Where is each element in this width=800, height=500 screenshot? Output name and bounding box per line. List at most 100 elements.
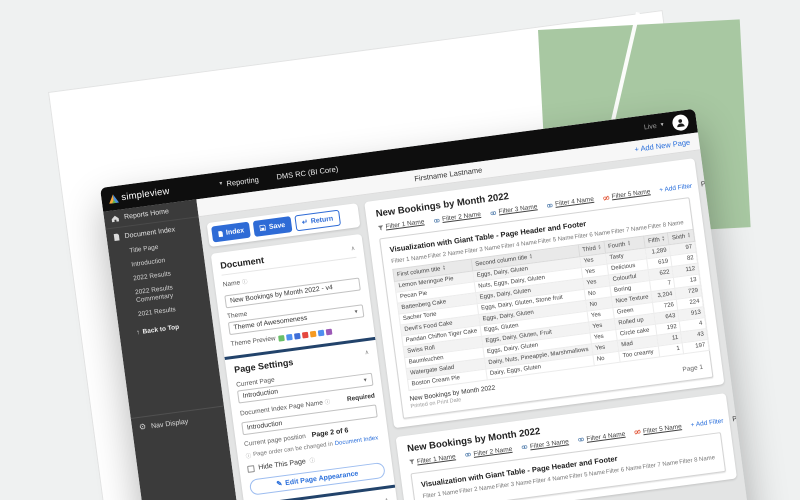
top-nav-bar: simpleview ▼ Reporting DMS RC (BI Core) … <box>100 108 698 212</box>
info-icon: ⓘ <box>245 453 252 461</box>
position-value: Page 2 of 6 <box>311 427 349 440</box>
home-icon <box>111 215 120 223</box>
info-icon[interactable]: ⓘ <box>324 399 331 407</box>
theme-swatches <box>278 328 333 342</box>
sort-icon[interactable]: ▲ ▼ <box>528 252 534 261</box>
index-icon <box>218 230 224 237</box>
filter-link[interactable]: Filter 4 Name <box>577 431 626 444</box>
footer-page-number: Page 1 <box>682 363 704 374</box>
preview-card-part1: New Bookings by Month 2022 <box>364 158 733 428</box>
page-preview: Visualization with Giant Table - Page He… <box>379 197 714 419</box>
sort-icon[interactable]: ▲ ▼ <box>441 264 447 272</box>
return-button[interactable]: ↵ Return <box>294 209 342 232</box>
filter-links: Filter 1 Name <box>409 423 682 466</box>
theme-color-swatch <box>286 333 293 341</box>
viz-filter-label: Filter 3 Name <box>495 479 533 491</box>
theme-color-swatch <box>278 334 285 342</box>
gear-icon: ⚙ <box>138 422 147 432</box>
filter-link[interactable]: Filter 4 Name <box>546 196 594 209</box>
filter-link[interactable]: Filter 5 Name <box>602 188 651 201</box>
preview-column: New Bookings by Month 2022 <box>364 158 765 500</box>
broken-link-icon <box>634 429 641 435</box>
save-button[interactable]: Save <box>253 216 293 237</box>
theme-preview-label: Theme Preview <box>230 335 277 349</box>
sidebar-item-reports-home[interactable]: Reports Home <box>103 199 199 230</box>
editor-column: Index Save ↵ Return <box>206 203 424 500</box>
sort-icon[interactable]: ▲ ▼ <box>686 231 692 239</box>
main-area: Firstname Lastname + Add New Page Index <box>196 132 769 500</box>
person-icon <box>677 119 685 128</box>
viz-filter-label: Filter 3 Name <box>464 244 501 256</box>
editor-toolbar: Index Save ↵ Return <box>206 203 361 248</box>
viz-filter-label: Filter 5 Name <box>568 469 606 481</box>
sort-icon[interactable]: ▲ ▼ <box>597 243 602 251</box>
collapse-chevron-icon[interactable]: ∧ <box>350 245 356 252</box>
viz-filter-label: Filter 2 Name <box>427 249 465 261</box>
viz-filter-label: Filter 8 Name <box>678 454 716 466</box>
add-new-page-link[interactable]: + Add New Page <box>633 137 691 154</box>
viz-filter-label: Filter 6 Name <box>574 229 611 241</box>
filter-link[interactable]: Filter 3 Name <box>521 438 569 451</box>
user-avatar[interactable] <box>671 113 690 132</box>
chevron-down-icon: ▼ <box>218 180 224 188</box>
viz-filter-label: Filter 4 Name <box>500 239 538 251</box>
add-filter-link[interactable]: + Add Filter <box>658 182 693 195</box>
filter-link[interactable]: Filter 5 Name <box>634 423 682 436</box>
sidebar-item-nav-display[interactable]: ⚙ Nav Display <box>130 405 227 439</box>
return-arrow-icon: ↵ <box>301 218 309 227</box>
viz-filter-label: Filter 1 Name <box>422 489 459 500</box>
theme-color-swatch <box>301 331 309 338</box>
simpleview-logo-icon <box>108 193 120 204</box>
chevron-down-icon: ▼ <box>659 121 665 129</box>
theme-color-swatch <box>325 328 333 335</box>
menu-app-name[interactable]: DMS RC (BI Core) <box>275 163 339 182</box>
viz-filter-label: Filter 4 Name <box>532 474 569 486</box>
collapse-chevron-icon[interactable]: ∧ <box>384 496 389 500</box>
link-icon <box>465 453 471 457</box>
broken-link-icon <box>603 195 610 201</box>
live-dropdown[interactable]: Live ▼ <box>643 121 665 131</box>
theme-color-swatch <box>309 330 317 337</box>
viz-filter-label: Filter 7 Name <box>610 225 648 236</box>
link-icon <box>578 437 584 442</box>
sort-icon[interactable]: ▲ ▼ <box>626 239 632 247</box>
info-icon[interactable]: ⓘ <box>241 279 249 287</box>
chevron-down-icon: ▼ <box>362 376 369 384</box>
save-icon <box>259 224 267 232</box>
viz-filter-label: Filter 1 Name <box>390 254 428 266</box>
sidebar: Reports Home Document Index Title Page <box>103 199 268 500</box>
filter-link[interactable]: Filter 2 Name <box>433 211 481 224</box>
filter-link[interactable]: Filter 3 Name <box>489 203 538 216</box>
collapse-chevron-icon[interactable]: ∧ <box>364 349 370 356</box>
up-arrow-icon: ↑ <box>136 329 141 337</box>
menu-reporting[interactable]: ▼ Reporting <box>218 174 260 188</box>
chevron-down-icon: ▼ <box>353 308 359 316</box>
viz-filter-label: Filter 8 Name <box>647 220 685 231</box>
document-index-link[interactable]: Document Index <box>334 435 379 448</box>
viz-filter-label: Filter 7 Name <box>642 459 679 471</box>
add-filter-link[interactable]: + Add Filter <box>690 417 724 429</box>
sidebar-item-document-index[interactable]: Document Index <box>106 217 202 247</box>
filter-link[interactable]: Filter 2 Name <box>464 446 513 459</box>
viz-filter-label: Filter 5 Name <box>537 234 575 246</box>
hide-page-checkbox[interactable] <box>246 464 255 473</box>
required-badge: Required <box>346 392 376 403</box>
viz-filter-label: Filter 2 Name <box>458 484 496 495</box>
logo-text: simpleview <box>120 185 171 203</box>
document-icon <box>113 233 120 242</box>
preview-card-part2: New Bookings by Month 2022 <box>395 392 765 500</box>
part-indicator: Part 2 of 4 <box>731 411 765 424</box>
link-icon <box>546 203 553 208</box>
index-button[interactable]: Index <box>211 221 252 243</box>
theme-color-swatch <box>317 329 325 336</box>
filter-links: Filter 1 Name <box>377 188 651 231</box>
filter-link[interactable]: Filter 1 Name <box>409 453 456 466</box>
sort-icon[interactable]: ▲ ▼ <box>661 234 666 243</box>
filter-link[interactable]: Filter 1 Name <box>377 218 425 231</box>
sidebar-page-list: Title Page Introduction 2022 Results 202… <box>108 235 211 325</box>
info-icon[interactable]: ⓘ <box>309 457 316 465</box>
simpleview-logo[interactable]: simpleview <box>101 182 196 205</box>
theme-color-swatch <box>294 332 301 340</box>
funnel-icon <box>377 224 383 230</box>
